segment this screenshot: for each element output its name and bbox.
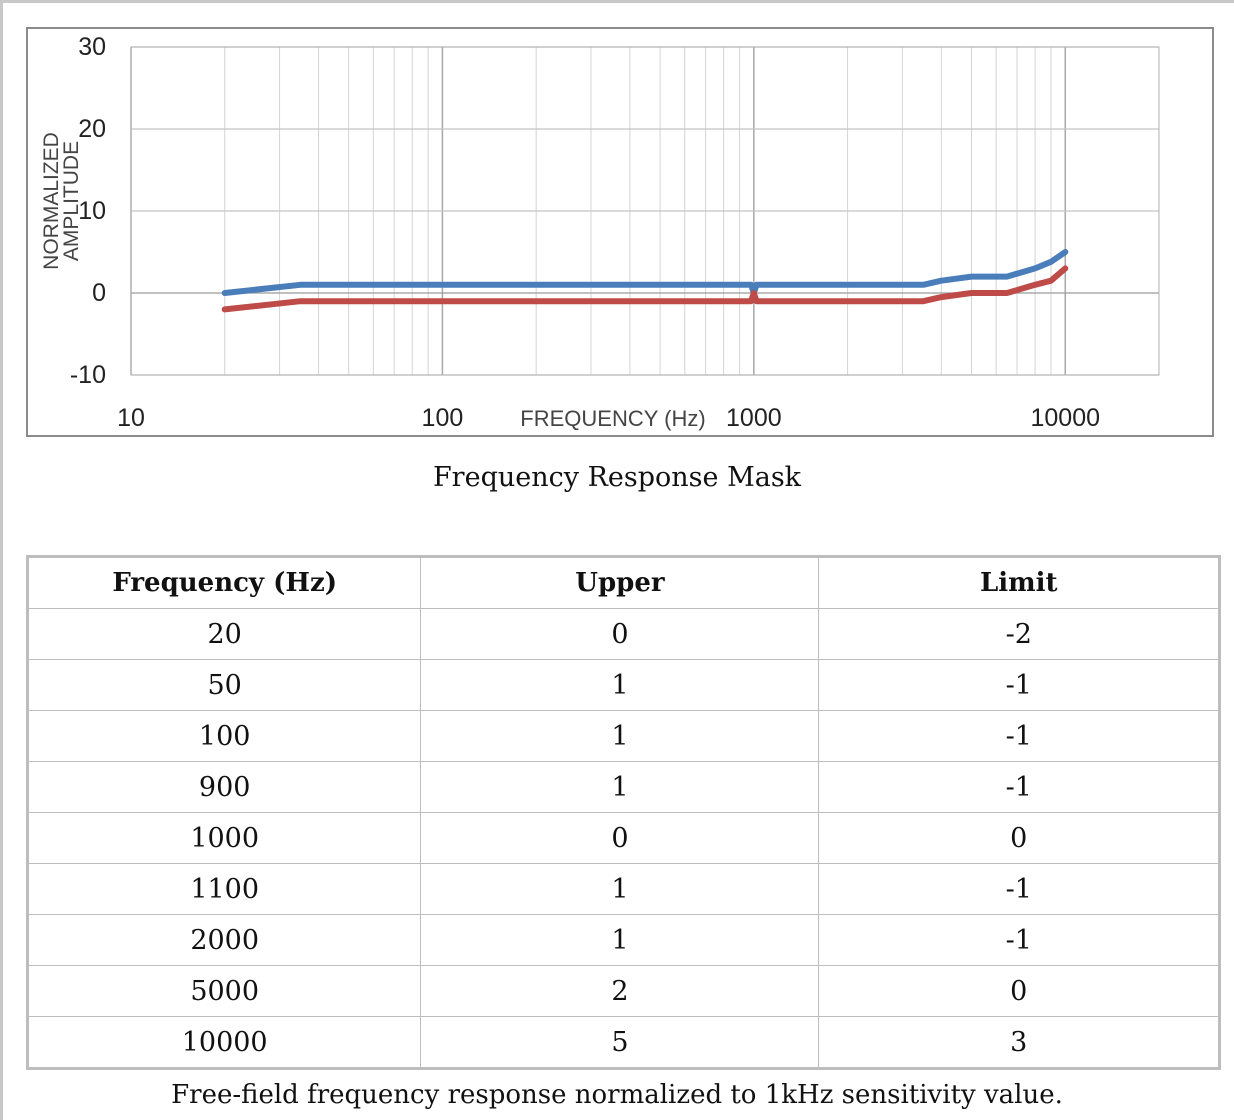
- cell-upper: 1: [420, 710, 820, 762]
- table-row: 10000 5 3: [26, 1016, 1220, 1069]
- table-row: 50 1 -1: [26, 659, 1220, 711]
- frequency-mask-table: Frequency (Hz) Upper Limit 20 0 -2 50 1 -1 100…: [26, 555, 1221, 1070]
- cell-limit: 0: [818, 812, 1220, 864]
- y-axis-label-line2: AMPLITUDE: [60, 141, 83, 261]
- x-tick-label: 100: [422, 404, 464, 432]
- x-tick-label: 1000: [726, 404, 782, 432]
- cell-upper: 1: [420, 863, 820, 915]
- x-tick-label: 10: [117, 404, 145, 432]
- cell-frequency: 2000: [26, 914, 422, 966]
- cell-frequency: 1000: [26, 812, 422, 864]
- cell-frequency: 10000: [26, 1016, 422, 1069]
- column-header-upper: Upper: [420, 556, 820, 609]
- cell-frequency: 1100: [26, 863, 422, 915]
- plot-border: [130, 46, 1160, 376]
- cell-upper: 1: [420, 914, 820, 966]
- cell-upper: 5: [420, 1016, 820, 1069]
- cell-frequency: 100: [26, 710, 422, 762]
- y-tick-label: 30: [78, 33, 106, 61]
- cell-upper: 0: [420, 608, 820, 660]
- y-axis-label-line1: NORMALIZED: [40, 132, 63, 270]
- cell-limit: -1: [818, 863, 1220, 915]
- cell-limit: -1: [818, 659, 1220, 711]
- y-tick-label: 20: [78, 115, 106, 143]
- chart-caption: Frequency Response Mask: [432, 462, 802, 493]
- table-row: 20 0 -2: [26, 608, 1220, 660]
- cell-limit: -1: [818, 710, 1220, 762]
- table-row: 5000 2 0: [26, 965, 1220, 1017]
- table-row: 1100 1 -1: [26, 863, 1220, 915]
- cell-upper: 1: [420, 761, 820, 813]
- cell-frequency: 900: [26, 761, 422, 813]
- table-row: 100 1 -1: [26, 710, 1220, 762]
- x-tick-label: 10000: [1030, 404, 1100, 432]
- table-row: 900 1 -1: [26, 761, 1220, 813]
- table-row: 2000 1 -1: [26, 914, 1220, 966]
- cell-frequency: 5000: [26, 965, 422, 1017]
- x-axis-label: FREQUENCY (Hz): [520, 406, 705, 431]
- cell-frequency: 20: [26, 608, 422, 660]
- series-lines: [221, 249, 1069, 313]
- column-header-limit: Limit: [818, 556, 1220, 609]
- table-caption: Free-field frequency response normalized…: [171, 1080, 1063, 1110]
- cell-limit: -2: [818, 608, 1220, 660]
- y-axis-label-group: NORMALIZED AMPLITUDE: [40, 132, 83, 270]
- series-line-upper: [221, 249, 1069, 296]
- cell-upper: 2: [420, 965, 820, 1017]
- cell-limit: 3: [818, 1016, 1220, 1069]
- series-line-lower: [221, 265, 1069, 313]
- column-header-frequency: Frequency (Hz): [26, 556, 422, 609]
- table-body: 20 0 -2 50 1 -1 100 1 -1 900 1 -1 1000 0 0 1100 1 -1 2000 1…: [26, 608, 1220, 1069]
- y-tick-label: -10: [70, 361, 106, 389]
- cell-upper: 0: [420, 812, 820, 864]
- table-header-row: Frequency (Hz) Upper Limit: [26, 556, 1220, 609]
- cell-limit: 0: [818, 965, 1220, 1017]
- chart-area: 10 100 1000 10000 30 20 10 0 -10 FREQUENCY (Hz) …: [26, 27, 1214, 437]
- cell-limit: -1: [818, 761, 1220, 813]
- table-row: 1000 0 0: [26, 812, 1220, 864]
- cell-frequency: 50: [26, 659, 422, 711]
- cell-limit: -1: [818, 914, 1220, 966]
- y-tick-label: 0: [92, 279, 106, 307]
- cell-upper: 1: [420, 659, 820, 711]
- grid-lines: [130, 46, 1160, 376]
- y-tick-label: 10: [78, 197, 106, 225]
